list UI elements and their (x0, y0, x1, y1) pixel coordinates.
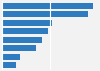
Bar (2, 45, 36, 51)
Bar (2, 62, 16, 68)
Bar (2, 11, 88, 17)
Bar (2, 3, 93, 9)
Bar (2, 54, 20, 60)
Bar (2, 20, 52, 26)
Bar (2, 28, 48, 34)
Bar (2, 37, 42, 43)
